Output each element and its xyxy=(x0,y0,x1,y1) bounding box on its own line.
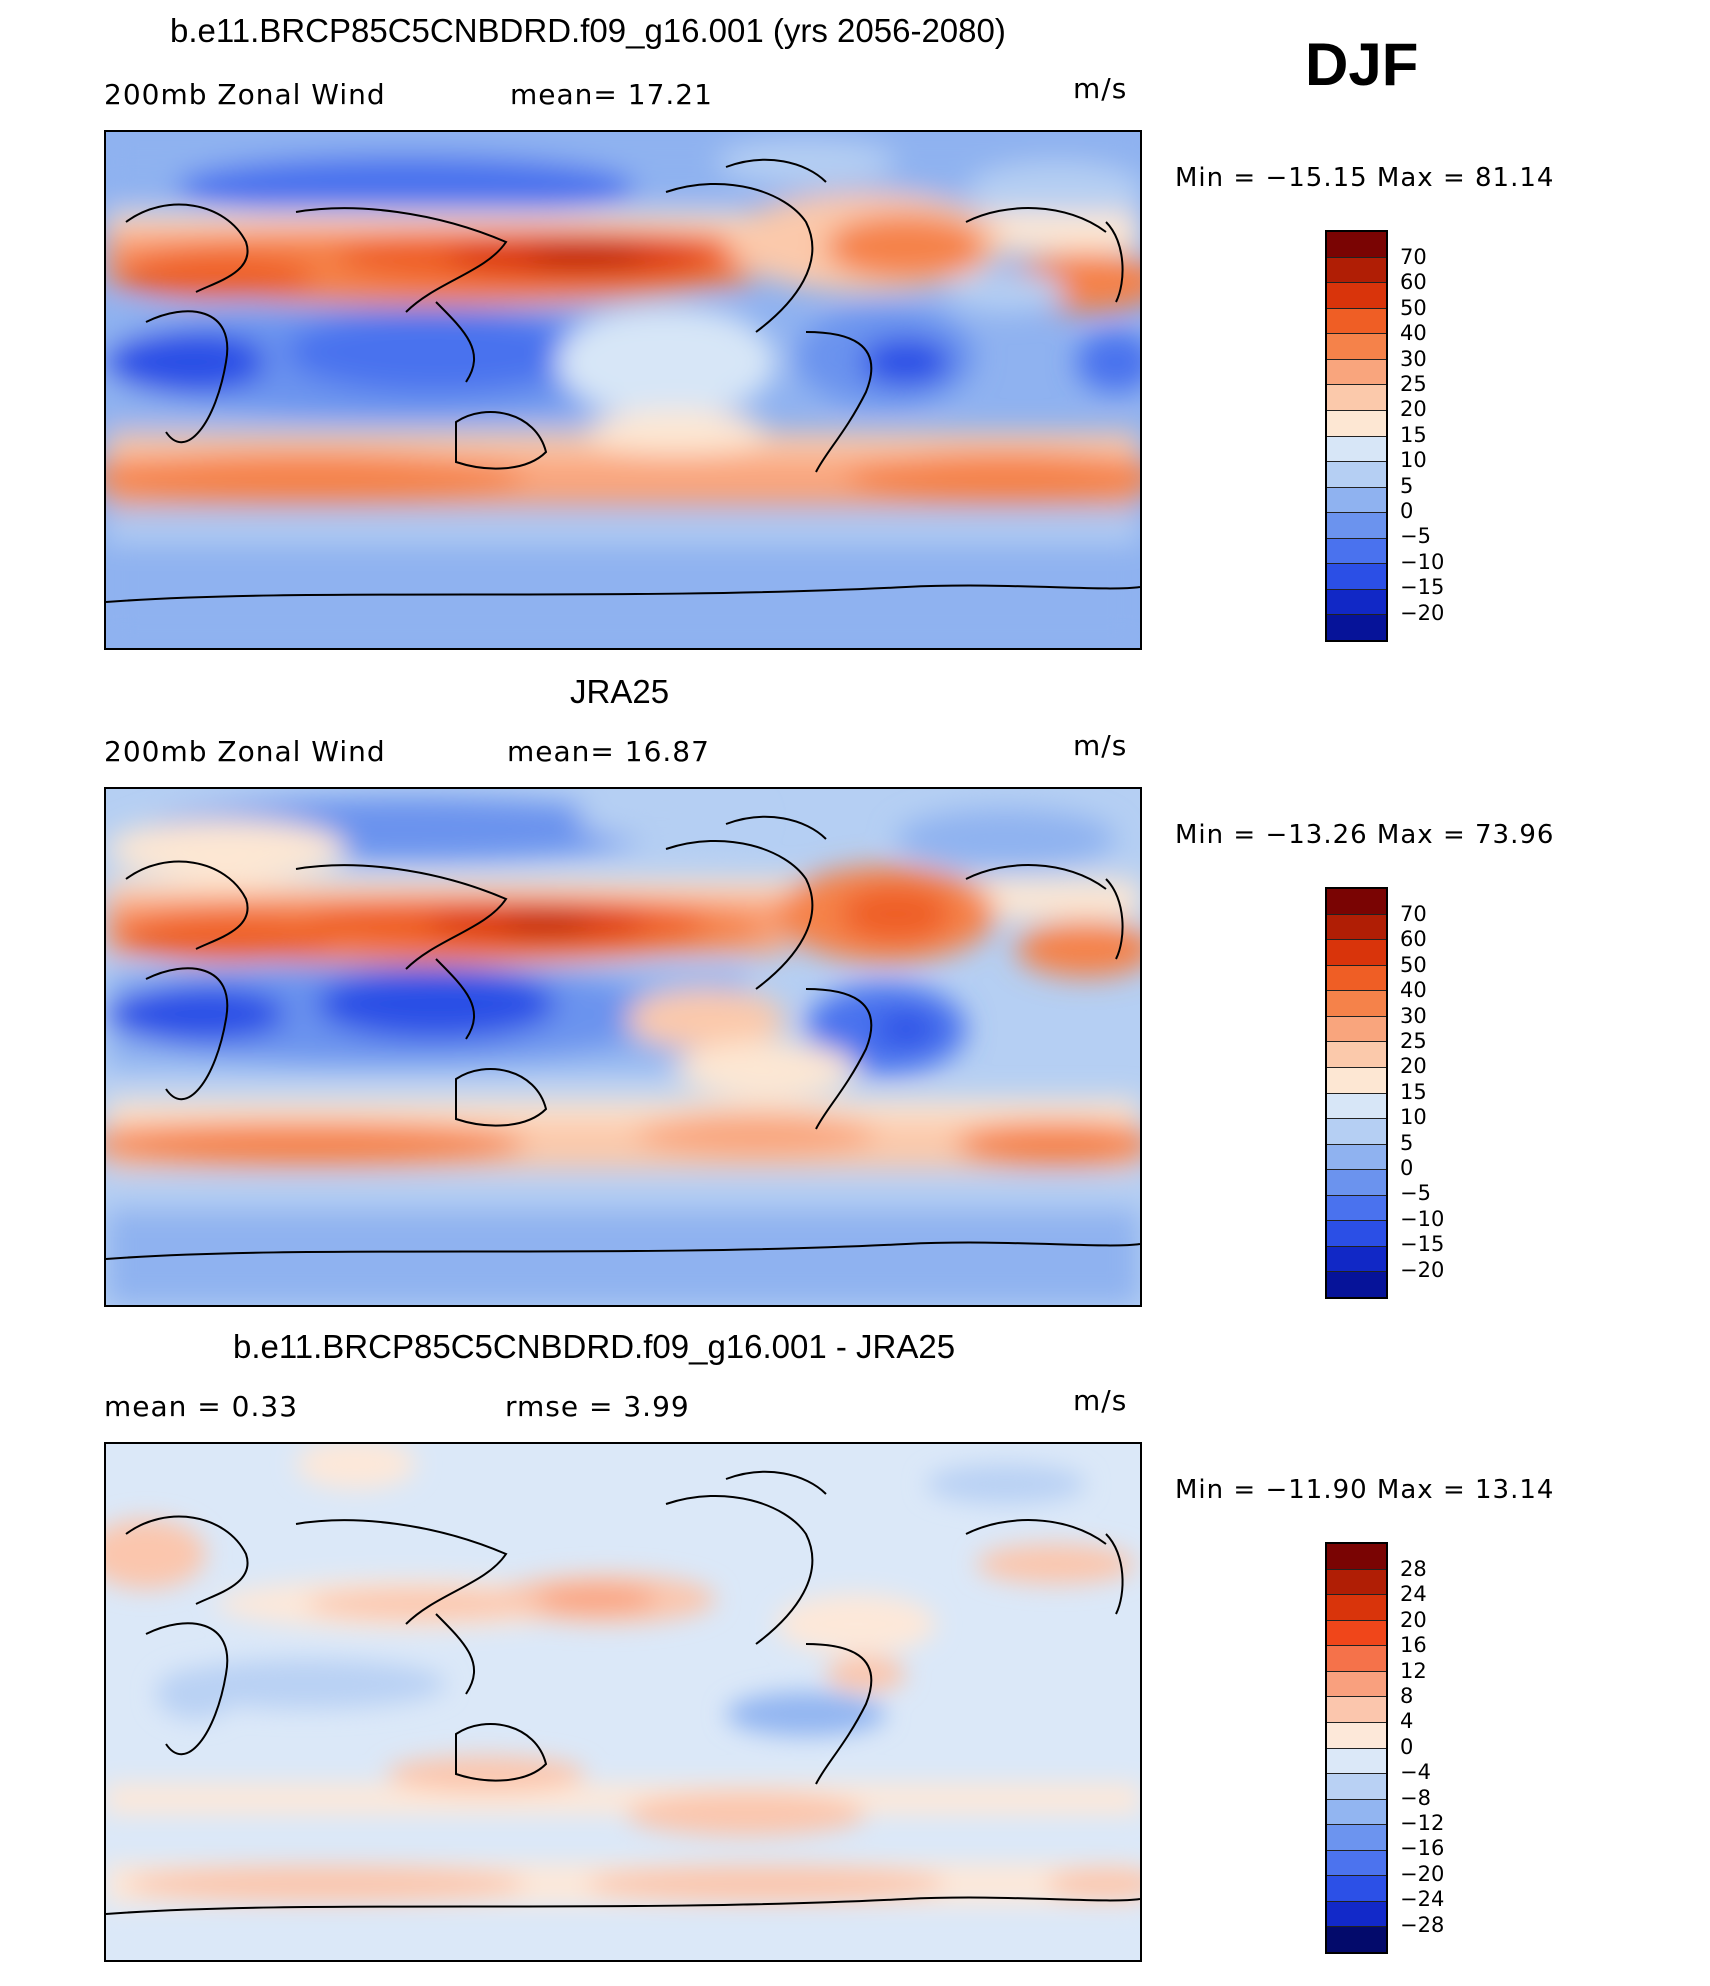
colorbar-tick-label: 10 xyxy=(1400,1105,1427,1130)
panel1-map xyxy=(104,130,1142,650)
colorbar-tick-label: 5 xyxy=(1400,473,1414,498)
colorbar-tick-label: 20 xyxy=(1400,397,1427,422)
panel3-colorbar-labels: 28 24 20 16 12 8 4 0 −4 −8 −12 −16 −20 −… xyxy=(1400,1557,1444,1938)
panel2-minmax: Min = −13.26 Max = 73.96 xyxy=(1175,820,1555,850)
colorbar-tick-label: −10 xyxy=(1400,549,1445,574)
colorbar-tick-label: −20 xyxy=(1400,600,1445,625)
panel2-map xyxy=(104,787,1142,1307)
colorbar-tick-label: 60 xyxy=(1400,927,1427,952)
colorbar-tick-label: 10 xyxy=(1400,448,1427,473)
panel2-units-label: m/s xyxy=(1073,729,1128,762)
colorbar-tick-label: 20 xyxy=(1400,1054,1427,1079)
colorbar-tick-label: 28 xyxy=(1400,1557,1427,1581)
colorbar-tick-label: 4 xyxy=(1400,1709,1414,1734)
panel1-minmax: Min = −15.15 Max = 81.14 xyxy=(1175,163,1555,193)
colorbar-tick-label: −5 xyxy=(1400,524,1431,549)
season-label: DJF xyxy=(1305,31,1419,98)
panel1-units-label: m/s xyxy=(1073,72,1128,105)
colorbar-tick-label: −10 xyxy=(1400,1206,1445,1231)
colorbar-tick-label: 40 xyxy=(1400,978,1427,1003)
panel2-title: JRA25 xyxy=(570,673,670,710)
colorbar-tick-label: −5 xyxy=(1400,1181,1431,1206)
panel3-colorbar xyxy=(1325,1542,1388,1954)
panel2-contour-field xyxy=(106,789,1140,1305)
panel3-title: b.e11.BRCP85C5CNBDRD.f09_g16.001 - JRA25 xyxy=(233,1328,956,1365)
panel2-variable-label: 200mb Zonal Wind xyxy=(104,735,386,768)
colorbar-tick-label: 20 xyxy=(1400,1607,1427,1632)
colorbar-tick-label: −28 xyxy=(1400,1912,1445,1937)
colorbar-tick-label: 16 xyxy=(1400,1633,1427,1658)
colorbar-tick-label: 24 xyxy=(1400,1582,1427,1607)
panel1-mean-label: mean= 17.21 xyxy=(510,78,713,111)
colorbar-tick-label: 8 xyxy=(1400,1684,1414,1709)
colorbar-tick-label: 0 xyxy=(1400,499,1414,524)
colorbar-tick-label: −20 xyxy=(1400,1257,1445,1282)
colorbar-tick-label: −20 xyxy=(1400,1861,1445,1886)
colorbar-tick-label: 15 xyxy=(1400,422,1427,447)
panel3-minmax: Min = −11.90 Max = 13.14 xyxy=(1175,1475,1555,1505)
panel3-map xyxy=(104,1442,1142,1962)
colorbar-tick-label: −15 xyxy=(1400,575,1445,600)
colorbar-tick-label: 40 xyxy=(1400,321,1427,346)
colorbar-tick-label: −24 xyxy=(1400,1887,1445,1912)
colorbar-tick-label: 60 xyxy=(1400,270,1427,295)
colorbar-tick-label: 30 xyxy=(1400,346,1427,371)
colorbar-tick-label: 30 xyxy=(1400,1003,1427,1028)
panel3-rmse-label: rmse = 3.99 xyxy=(505,1390,690,1423)
colorbar-tick-label: 12 xyxy=(1400,1658,1427,1683)
colorbar-tick-label: 25 xyxy=(1400,1029,1427,1054)
colorbar-tick-label: 50 xyxy=(1400,952,1427,977)
colorbar-tick-label: 0 xyxy=(1400,1734,1414,1759)
colorbar-tick-label: −8 xyxy=(1400,1785,1431,1810)
colorbar-tick-label: 70 xyxy=(1400,245,1427,269)
panel3-units-label: m/s xyxy=(1073,1384,1128,1417)
panel1-colorbar xyxy=(1325,230,1388,642)
colorbar-tick-label: 0 xyxy=(1400,1156,1414,1181)
panel1-title: b.e11.BRCP85C5CNBDRD.f09_g16.001 (yrs 20… xyxy=(170,12,1006,49)
colorbar-tick-label: 50 xyxy=(1400,295,1427,320)
panel2-colorbar-labels: 70 60 50 40 30 25 20 15 10 5 0 −5 −10 −1… xyxy=(1400,902,1444,1283)
colorbar-tick-label: 15 xyxy=(1400,1079,1427,1104)
panel2-mean-label: mean= 16.87 xyxy=(507,735,710,768)
colorbar-tick-label: −4 xyxy=(1400,1760,1431,1785)
panel1-variable-label: 200mb Zonal Wind xyxy=(104,78,386,111)
colorbar-tick-label: −15 xyxy=(1400,1232,1445,1257)
colorbar-tick-label: −16 xyxy=(1400,1836,1445,1861)
colorbar-tick-label: 5 xyxy=(1400,1130,1414,1155)
panel2-colorbar xyxy=(1325,887,1388,1299)
panel1-contour-field xyxy=(106,132,1140,648)
panel3-contour-field xyxy=(106,1444,1140,1960)
panel3-mean-label: mean = 0.33 xyxy=(104,1390,299,1423)
colorbar-tick-label: 70 xyxy=(1400,902,1427,926)
colorbar-tick-label: −12 xyxy=(1400,1811,1445,1836)
colorbar-tick-label: 25 xyxy=(1400,372,1427,397)
panel1-colorbar-labels: 70 60 50 40 30 25 20 15 10 5 0 −5 −10 −1… xyxy=(1400,245,1444,626)
